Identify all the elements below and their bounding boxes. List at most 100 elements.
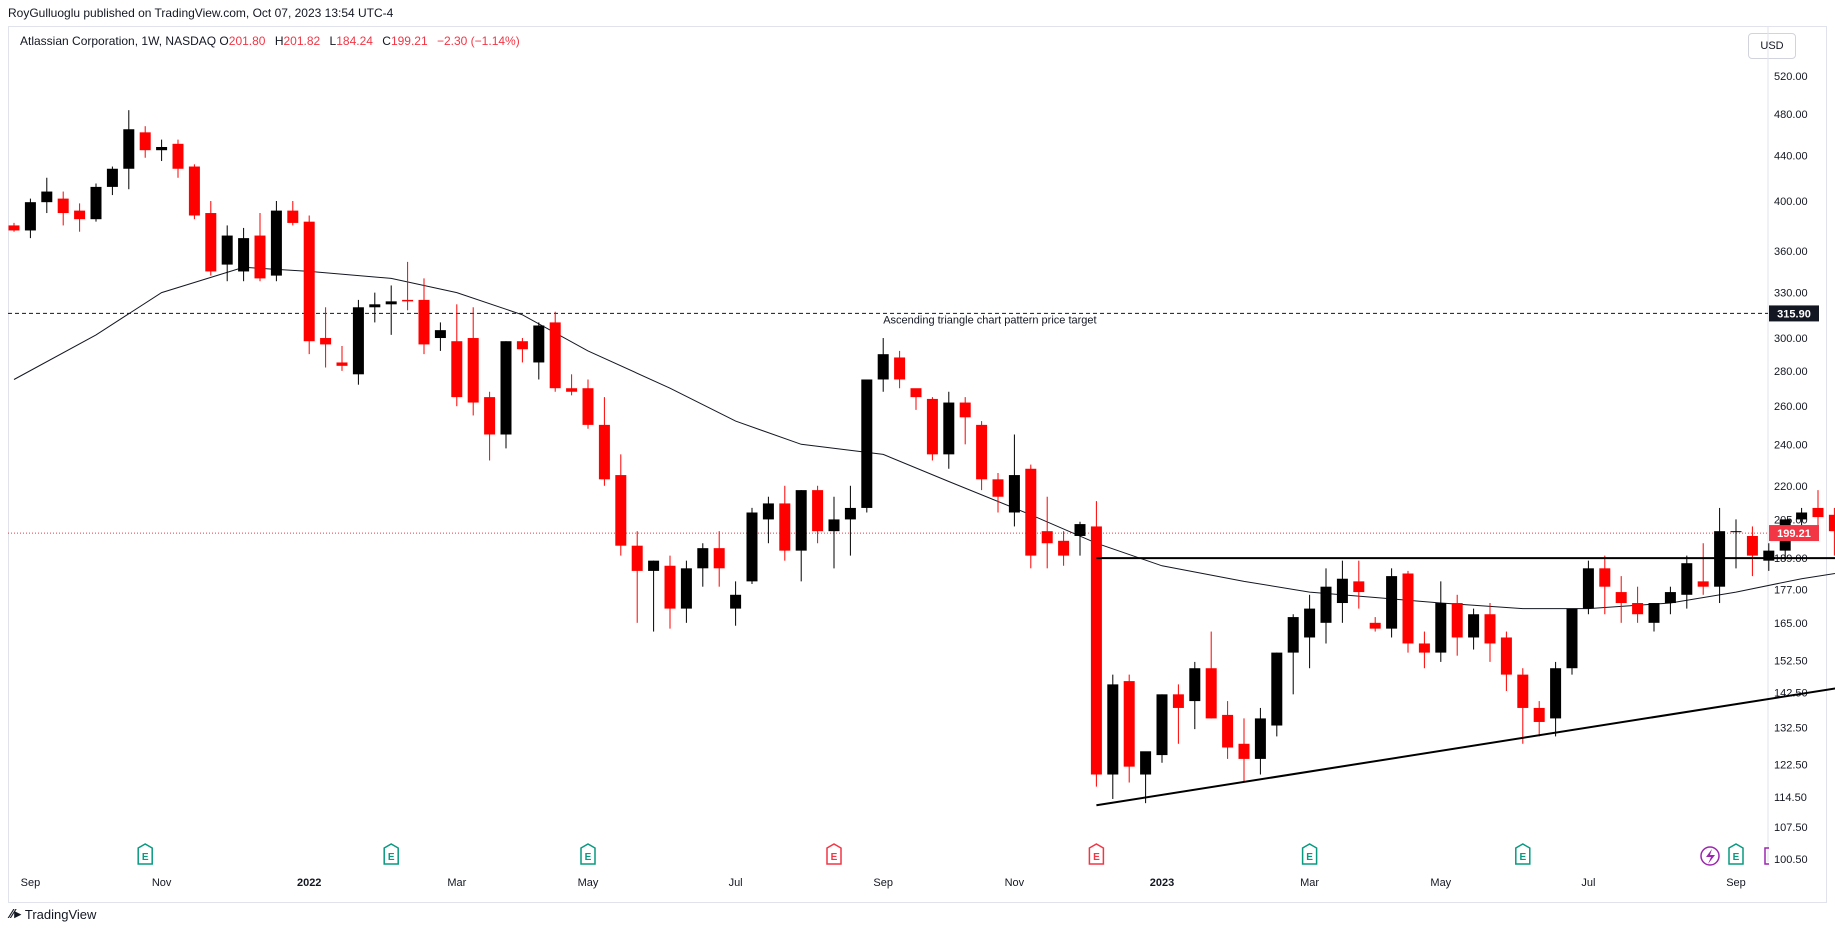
earnings-marker-label: E [1306, 852, 1313, 863]
candle-body [1238, 743, 1250, 759]
candle-body [1140, 751, 1152, 775]
candle-body [1074, 524, 1086, 536]
candle-body [631, 545, 643, 571]
candle-body [664, 565, 676, 609]
earnings-marker-label: E [142, 852, 149, 863]
annotation-label: Ascending triangle chart pattern price t… [883, 314, 1096, 326]
candle-body [1500, 637, 1512, 675]
candle-body [762, 503, 774, 520]
tradingview-brand-text: TradingView [24, 906, 97, 922]
candle-body [205, 213, 217, 272]
chart-frame [8, 26, 1827, 903]
candle-body [1730, 531, 1742, 533]
x-tick-label: Mar [1300, 877, 1319, 889]
y-tick-label: 260.00 [1774, 401, 1808, 413]
candle-body [1041, 531, 1053, 544]
candle-body [90, 186, 102, 220]
y-tick-label: 107.50 [1774, 822, 1808, 834]
candle-body [1090, 526, 1102, 775]
candle-body [1746, 535, 1758, 556]
candlestick-chart[interactable]: 100.50107.50114.50122.50132.50142.50152.… [0, 0, 1835, 900]
x-tick-label: Sep [21, 877, 41, 889]
candle-body [467, 338, 479, 403]
candle-body [402, 299, 414, 302]
candle-body [1222, 714, 1234, 748]
x-tick-label: May [578, 877, 599, 889]
candle-body [795, 490, 807, 551]
y-tick-label: 240.00 [1774, 439, 1808, 451]
tradingview-branding[interactable]: ⁄⁄▸ TradingView [10, 906, 96, 922]
ascending-trendline [1096, 687, 1835, 807]
candle-body [1517, 674, 1529, 708]
last-price-tag-label: 199.21 [1777, 528, 1811, 540]
candle-body [746, 512, 758, 582]
candle-body [1533, 707, 1545, 722]
candle-body [598, 424, 610, 480]
candle-body [1058, 540, 1070, 556]
candle-body [910, 388, 922, 398]
x-tick-label: Mar [447, 877, 466, 889]
earnings-marker-icon[interactable] [137, 843, 153, 865]
y-tick-label: 440.00 [1774, 151, 1808, 163]
candle-body [1320, 586, 1332, 623]
earnings-marker-icon[interactable] [1301, 843, 1318, 865]
candle-body [352, 307, 364, 375]
earnings-marker-icon[interactable] [383, 843, 399, 865]
candle-body [139, 132, 151, 151]
candle-body [926, 398, 938, 455]
target-price-tag-label: 315.90 [1777, 308, 1811, 320]
y-tick-label: 520.00 [1774, 71, 1808, 83]
earnings-marker-icon[interactable] [1515, 843, 1531, 865]
candle-body [270, 210, 282, 276]
candle-body [1254, 718, 1266, 759]
low-value: 184.24 [336, 34, 373, 48]
change-value: −2.30 (−1.14%) [436, 34, 520, 48]
candle-body [877, 354, 889, 380]
candle-body [779, 503, 791, 551]
y-tick-label: 300.00 [1774, 333, 1808, 345]
candle-body [1763, 550, 1775, 561]
candle-body [1205, 668, 1217, 719]
currency-button[interactable]: USD [1748, 33, 1796, 59]
future-bracket-icon [1764, 847, 1769, 865]
candle-body [861, 379, 873, 508]
target-price-tag-box [1769, 305, 1819, 322]
candle-body [730, 594, 742, 609]
open-value: 201.80 [228, 34, 266, 48]
dividend-lightning-icon[interactable] [1700, 846, 1720, 866]
earnings-marker-icon[interactable] [580, 843, 596, 865]
y-tick-label: 122.50 [1774, 760, 1808, 772]
candle-body [303, 221, 315, 342]
candle-body [697, 548, 709, 569]
y-tick-label: 132.50 [1774, 722, 1808, 734]
earnings-marker-label: E [585, 852, 592, 863]
candle-body [1664, 592, 1676, 604]
candle-body [1172, 694, 1184, 708]
candle-body [1435, 603, 1447, 653]
symbol-name[interactable]: Atlassian Corporation, 1W, NASDAQ [20, 34, 217, 48]
candle-body [57, 198, 69, 214]
candle-body [418, 299, 430, 345]
candle-body [1287, 617, 1299, 653]
x-tick-label: Nov [1005, 877, 1025, 889]
candle-body [434, 330, 446, 339]
candle-body [1828, 514, 1835, 532]
y-tick-label: 400.00 [1774, 196, 1808, 208]
x-tick-label: Jul [1581, 877, 1595, 889]
earnings-marker-icon[interactable] [826, 843, 842, 865]
candle-body [1615, 592, 1627, 604]
candle-body [1008, 475, 1020, 513]
candle-body [1123, 681, 1135, 767]
y-tick-label: 114.50 [1774, 792, 1807, 804]
candle-body [582, 388, 594, 425]
candle-body [41, 191, 53, 203]
candle-body [1648, 603, 1660, 623]
y-tick-label: 360.00 [1774, 246, 1808, 258]
earnings-marker-icon[interactable] [1728, 843, 1744, 865]
y-tick-label: 480.00 [1774, 109, 1808, 121]
y-tick-label: 220.00 [1774, 481, 1808, 493]
earnings-marker-icon[interactable] [1088, 843, 1105, 865]
x-tick-label: 2022 [297, 877, 321, 889]
tradingview-logo-icon: ⁄⁄▸ [10, 906, 21, 921]
candle-body [516, 341, 528, 350]
